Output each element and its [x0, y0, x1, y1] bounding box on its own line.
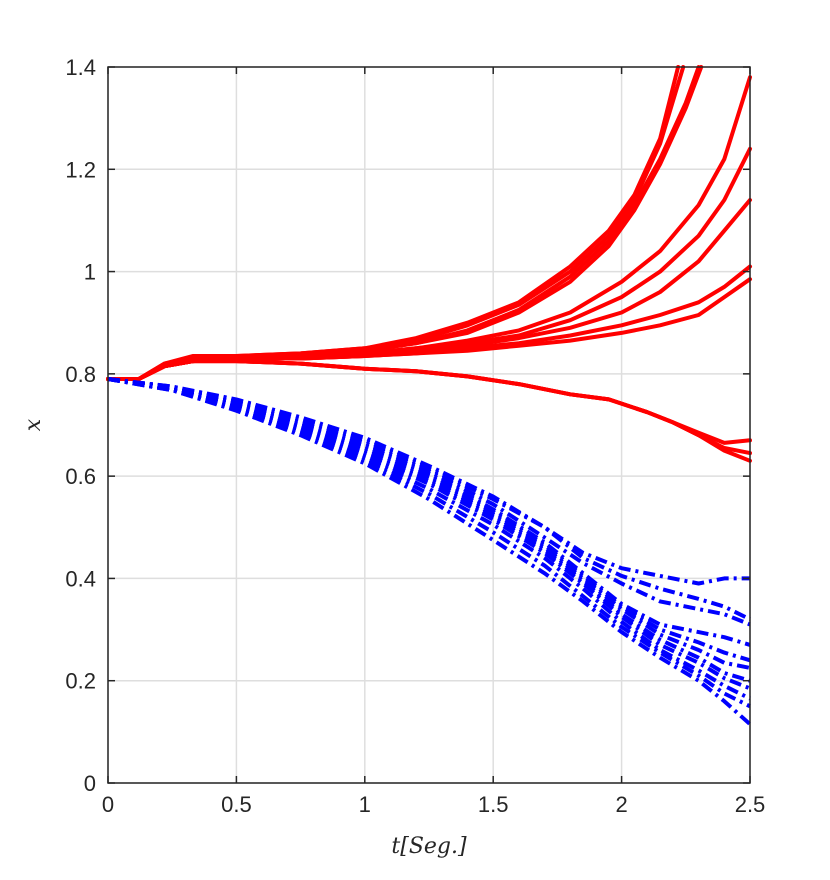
- red-series-line-10: [106, 359, 752, 456]
- blue-series-line-22: [107, 377, 752, 726]
- y-tick-label: 1.2: [65, 157, 96, 182]
- blue-series-line-18: [107, 377, 751, 683]
- red-series-line-11: [106, 359, 752, 463]
- y-tick-label: 1: [84, 260, 96, 285]
- blue-series-line-16: [107, 377, 751, 663]
- x-tick-label: 2.5: [735, 792, 766, 817]
- y-tick-label: 0.6: [65, 464, 96, 489]
- blue-series-line-19: [107, 377, 751, 691]
- blue-series-line-14: [107, 377, 751, 627]
- x-tick-label: 0.5: [221, 792, 252, 817]
- x-axis-label: t[Seg.]: [391, 834, 467, 859]
- red-series-line-2: [106, 65, 701, 381]
- blue-series-line-15: [107, 377, 751, 647]
- series-lines: [106, 65, 752, 726]
- y-tick-label: 0.4: [65, 566, 96, 591]
- x-tick-label: 1: [359, 792, 371, 817]
- y-tick-label: 0: [84, 771, 96, 796]
- y-tick-label: 0.2: [65, 669, 96, 694]
- axes-frame: [107, 66, 751, 784]
- blue-series-line-12: [107, 377, 750, 586]
- blue-series-line-13: [107, 377, 751, 622]
- y-tick-label: 0.8: [65, 362, 96, 387]
- x-tick-label: 2: [615, 792, 627, 817]
- x-tick-label: 1.5: [478, 792, 509, 817]
- y-axis-label: x: [21, 418, 46, 431]
- x-tick-label: 0: [102, 792, 114, 817]
- blue-series-line-21: [107, 377, 751, 709]
- y-tick-label: 1.4: [65, 55, 96, 80]
- ticks: 0 0.5 1 1.5 2 2.5 0 0.2 0.4 0.6 0.8 1 1.2 1.4: [65, 55, 765, 817]
